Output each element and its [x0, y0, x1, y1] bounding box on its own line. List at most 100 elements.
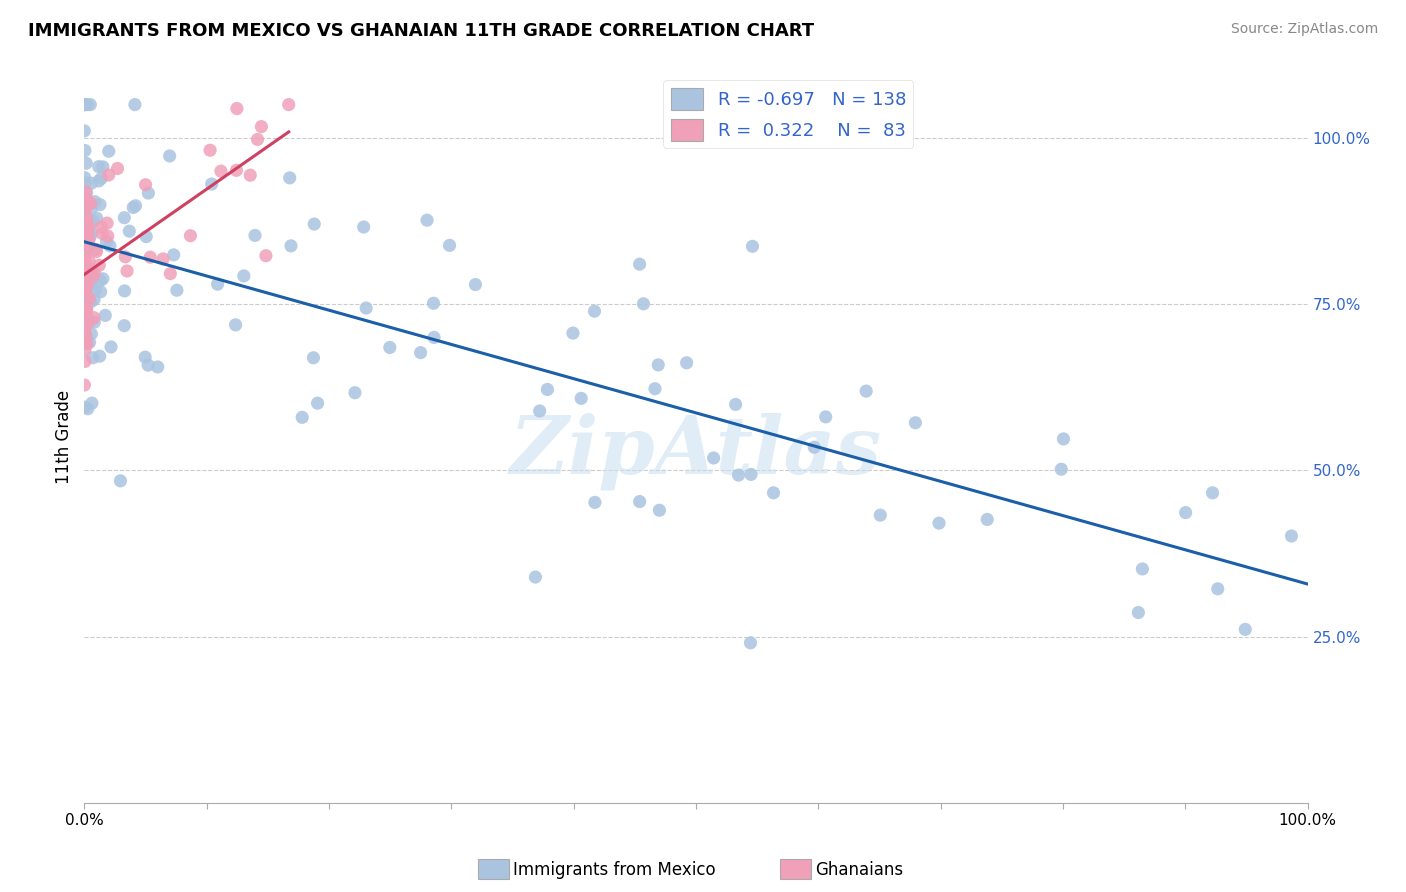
- Y-axis label: 11th Grade: 11th Grade: [55, 390, 73, 484]
- Point: [86, 211, 108, 226]
- Point: [75, 176, 97, 190]
- Point: [75, 192, 97, 206]
- Point: [73, 286, 96, 301]
- Point: [536, 383, 558, 397]
- Point: [75, 241, 97, 255]
- Point: [1206, 582, 1229, 596]
- Point: [83, 194, 105, 209]
- Point: [135, 229, 157, 244]
- Point: [112, 211, 135, 225]
- Point: [75, 274, 97, 288]
- Point: [740, 467, 762, 482]
- Point: [307, 396, 329, 410]
- Point: [77, 316, 100, 330]
- Point: [77, 219, 100, 234]
- Point: [80, 176, 103, 190]
- Point: [225, 163, 247, 178]
- Point: [1281, 529, 1303, 543]
- Point: [633, 297, 655, 311]
- Point: [73, 320, 96, 334]
- Point: [75, 243, 97, 257]
- Text: Source: ZipAtlas.com: Source: ZipAtlas.com: [1230, 22, 1378, 37]
- Point: [207, 277, 229, 292]
- Point: [73, 268, 96, 282]
- Point: [163, 248, 186, 262]
- Point: [179, 228, 201, 243]
- Point: [727, 468, 749, 483]
- Point: [139, 250, 162, 264]
- Point: [97, 168, 120, 182]
- Point: [73, 335, 96, 350]
- Point: [73, 240, 96, 254]
- Point: [354, 301, 377, 315]
- Point: [524, 570, 547, 584]
- Point: [75, 288, 97, 302]
- Point: [73, 307, 96, 321]
- Point: [225, 102, 247, 116]
- Point: [83, 266, 105, 280]
- Point: [112, 318, 135, 333]
- Point: [82, 264, 104, 278]
- Point: [82, 269, 104, 284]
- Point: [75, 278, 97, 293]
- Point: [814, 409, 837, 424]
- Point: [84, 243, 107, 257]
- Point: [762, 485, 785, 500]
- Point: [76, 235, 98, 249]
- Point: [904, 416, 927, 430]
- Point: [136, 358, 159, 372]
- Point: [91, 272, 114, 286]
- Point: [73, 144, 96, 158]
- Point: [239, 168, 262, 182]
- Point: [439, 238, 461, 252]
- Point: [378, 341, 401, 355]
- Point: [75, 330, 97, 344]
- Point: [90, 285, 112, 299]
- Point: [648, 503, 671, 517]
- Point: [94, 309, 117, 323]
- Point: [869, 508, 891, 523]
- Point: [1174, 506, 1197, 520]
- Point: [583, 304, 606, 318]
- Text: Ghanaians: Ghanaians: [815, 861, 904, 879]
- Point: [75, 156, 97, 170]
- Point: [73, 197, 96, 211]
- Point: [73, 271, 96, 285]
- Point: [75, 312, 97, 326]
- Point: [122, 201, 145, 215]
- Point: [76, 243, 98, 257]
- Point: [80, 278, 103, 293]
- Point: [98, 239, 121, 253]
- Point: [79, 97, 101, 112]
- Point: [75, 234, 97, 248]
- Point: [100, 340, 122, 354]
- Point: [76, 277, 98, 292]
- Point: [75, 328, 97, 343]
- Point: [91, 227, 114, 241]
- Point: [83, 293, 105, 307]
- Point: [89, 258, 111, 272]
- Point: [86, 244, 108, 259]
- Point: [79, 229, 101, 244]
- Point: [73, 97, 96, 112]
- Point: [1201, 486, 1223, 500]
- Text: Immigrants from Mexico: Immigrants from Mexico: [513, 861, 716, 879]
- Point: [75, 201, 97, 215]
- Point: [254, 249, 277, 263]
- Point: [855, 384, 877, 398]
- Point: [73, 266, 96, 280]
- Point: [82, 351, 104, 365]
- Point: [73, 281, 96, 295]
- Point: [73, 254, 96, 268]
- Point: [280, 239, 302, 253]
- Point: [529, 404, 551, 418]
- Point: [80, 294, 103, 309]
- Point: [647, 358, 669, 372]
- Point: [73, 204, 96, 219]
- Point: [135, 178, 157, 192]
- Point: [1130, 562, 1153, 576]
- Point: [77, 238, 100, 252]
- Point: [422, 296, 444, 310]
- Point: [152, 252, 174, 266]
- Point: [110, 474, 132, 488]
